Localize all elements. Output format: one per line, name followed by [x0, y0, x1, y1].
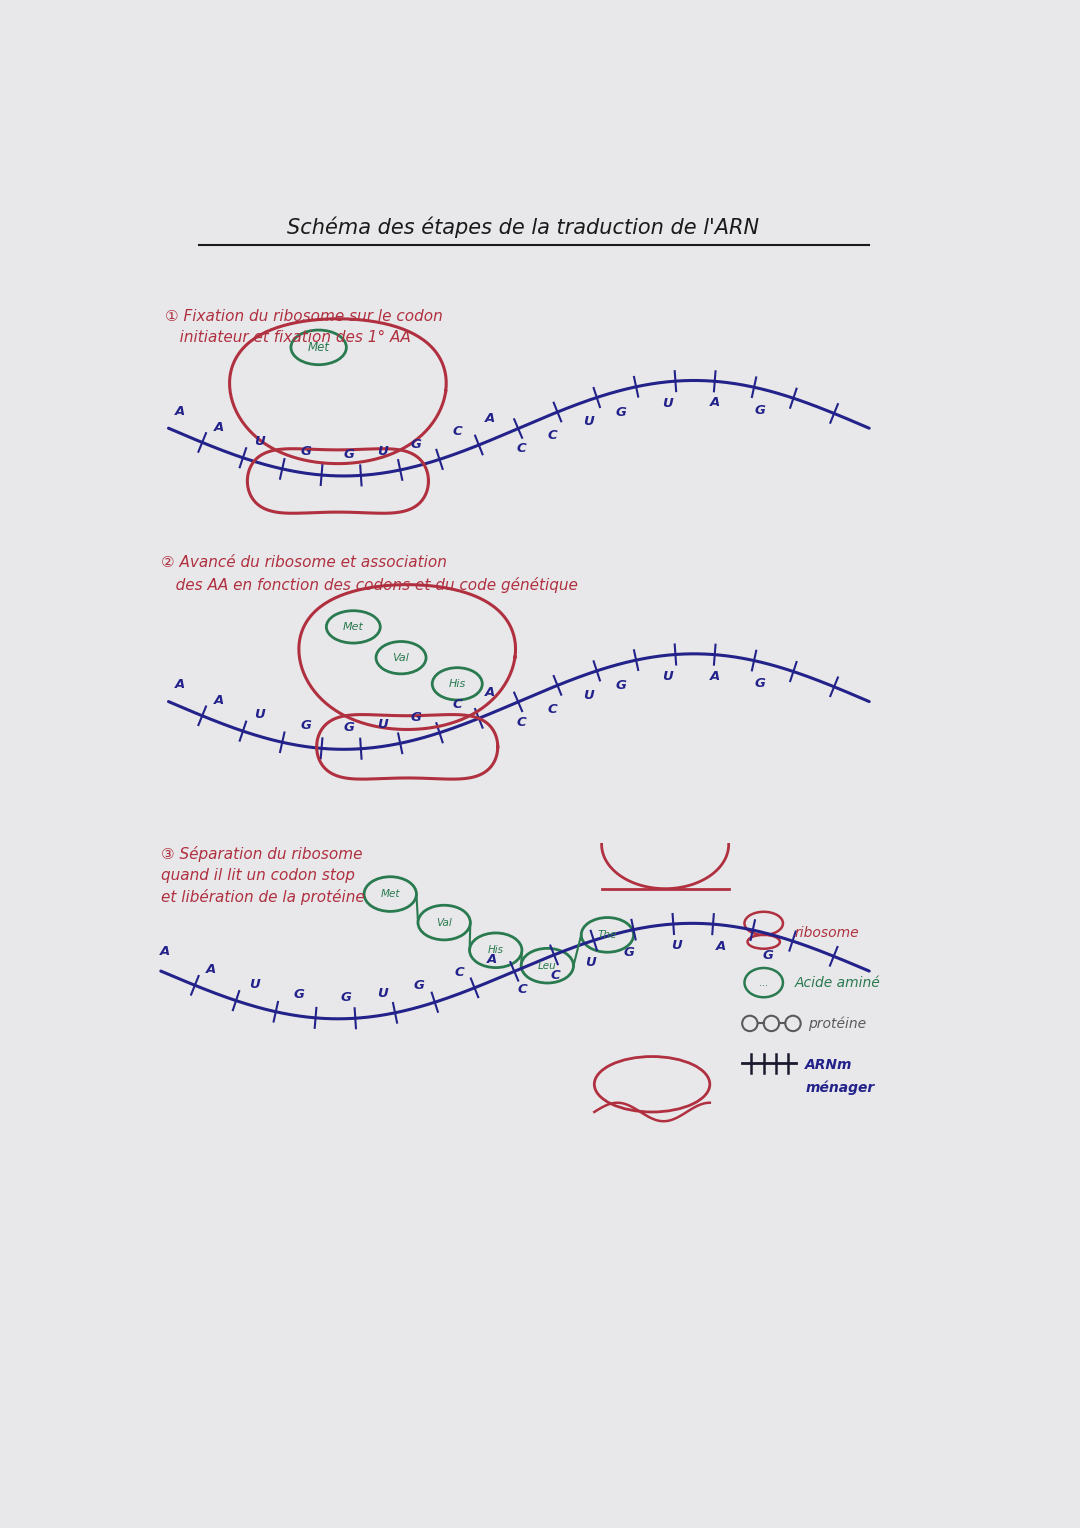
Text: A: A	[214, 694, 224, 707]
Text: ① Fixation du ribosome sur le codon
   initiateur et fixation des 1° AA: ① Fixation du ribosome sur le codon init…	[164, 309, 443, 345]
Text: U: U	[377, 718, 388, 732]
Text: U: U	[583, 689, 594, 701]
Text: Schéma des étapes de la traduction de l'ARN: Schéma des étapes de la traduction de l'…	[286, 217, 759, 238]
Text: ribosome: ribosome	[795, 926, 859, 940]
Text: C: C	[548, 703, 557, 715]
Text: A: A	[710, 669, 720, 683]
Text: His: His	[488, 946, 503, 955]
Text: A: A	[175, 678, 185, 691]
Text: G: G	[300, 445, 311, 458]
Text: Val: Val	[393, 652, 409, 663]
Text: C: C	[550, 969, 559, 983]
Text: G: G	[294, 989, 305, 1001]
Text: G: G	[411, 712, 422, 724]
Text: G: G	[411, 439, 422, 451]
Text: U: U	[585, 957, 596, 969]
Text: The: The	[597, 931, 617, 940]
Text: His: His	[448, 678, 465, 689]
Text: A: A	[485, 686, 496, 698]
Text: C: C	[455, 966, 464, 979]
Text: C: C	[453, 425, 462, 439]
Text: G: G	[616, 405, 626, 419]
Text: U: U	[254, 435, 265, 448]
Text: Met: Met	[308, 341, 329, 354]
Text: A: A	[487, 953, 497, 966]
Text: A: A	[710, 396, 720, 410]
Text: C: C	[516, 715, 526, 729]
Text: A: A	[160, 944, 170, 958]
Text: C: C	[517, 983, 527, 996]
Text: ARNm: ARNm	[806, 1057, 853, 1073]
Text: ② Avancé du ribosome et association
   des AA en fonction des codons et du code : ② Avancé du ribosome et association des …	[161, 555, 578, 593]
Text: ③ Séparation du ribosome
quand il lit un codon stop
et libération de la protéine: ③ Séparation du ribosome quand il lit un…	[161, 845, 365, 905]
Text: G: G	[755, 677, 766, 691]
Text: U: U	[249, 978, 260, 992]
Text: C: C	[453, 698, 462, 712]
Text: C: C	[548, 429, 557, 443]
Text: G: G	[345, 721, 355, 733]
Text: G: G	[755, 403, 766, 417]
Text: protéine: protéine	[808, 1016, 866, 1031]
Text: G: G	[762, 949, 773, 961]
Text: Val: Val	[436, 917, 453, 927]
Text: G: G	[345, 448, 355, 461]
Text: Acide aminé: Acide aminé	[795, 975, 880, 990]
Text: A: A	[214, 422, 224, 434]
Text: U: U	[662, 397, 673, 410]
Text: U: U	[672, 938, 683, 952]
Text: U: U	[662, 671, 673, 683]
Text: Leu: Leu	[538, 961, 556, 970]
Text: ménager: ménager	[806, 1080, 875, 1096]
Text: G: G	[623, 946, 634, 958]
Text: G: G	[300, 718, 311, 732]
Text: G: G	[340, 990, 351, 1004]
Text: U: U	[583, 416, 594, 428]
Text: U: U	[377, 987, 388, 1001]
Text: U: U	[377, 445, 388, 458]
Text: ...: ...	[759, 978, 768, 987]
Text: A: A	[485, 413, 496, 425]
Text: G: G	[414, 979, 424, 992]
Text: G: G	[616, 678, 626, 692]
Text: A: A	[175, 405, 185, 419]
Text: U: U	[254, 709, 265, 721]
Text: Met: Met	[342, 622, 364, 633]
Text: A: A	[205, 963, 216, 976]
Text: A: A	[716, 940, 727, 953]
Text: Met: Met	[380, 889, 400, 898]
Text: C: C	[516, 443, 526, 455]
